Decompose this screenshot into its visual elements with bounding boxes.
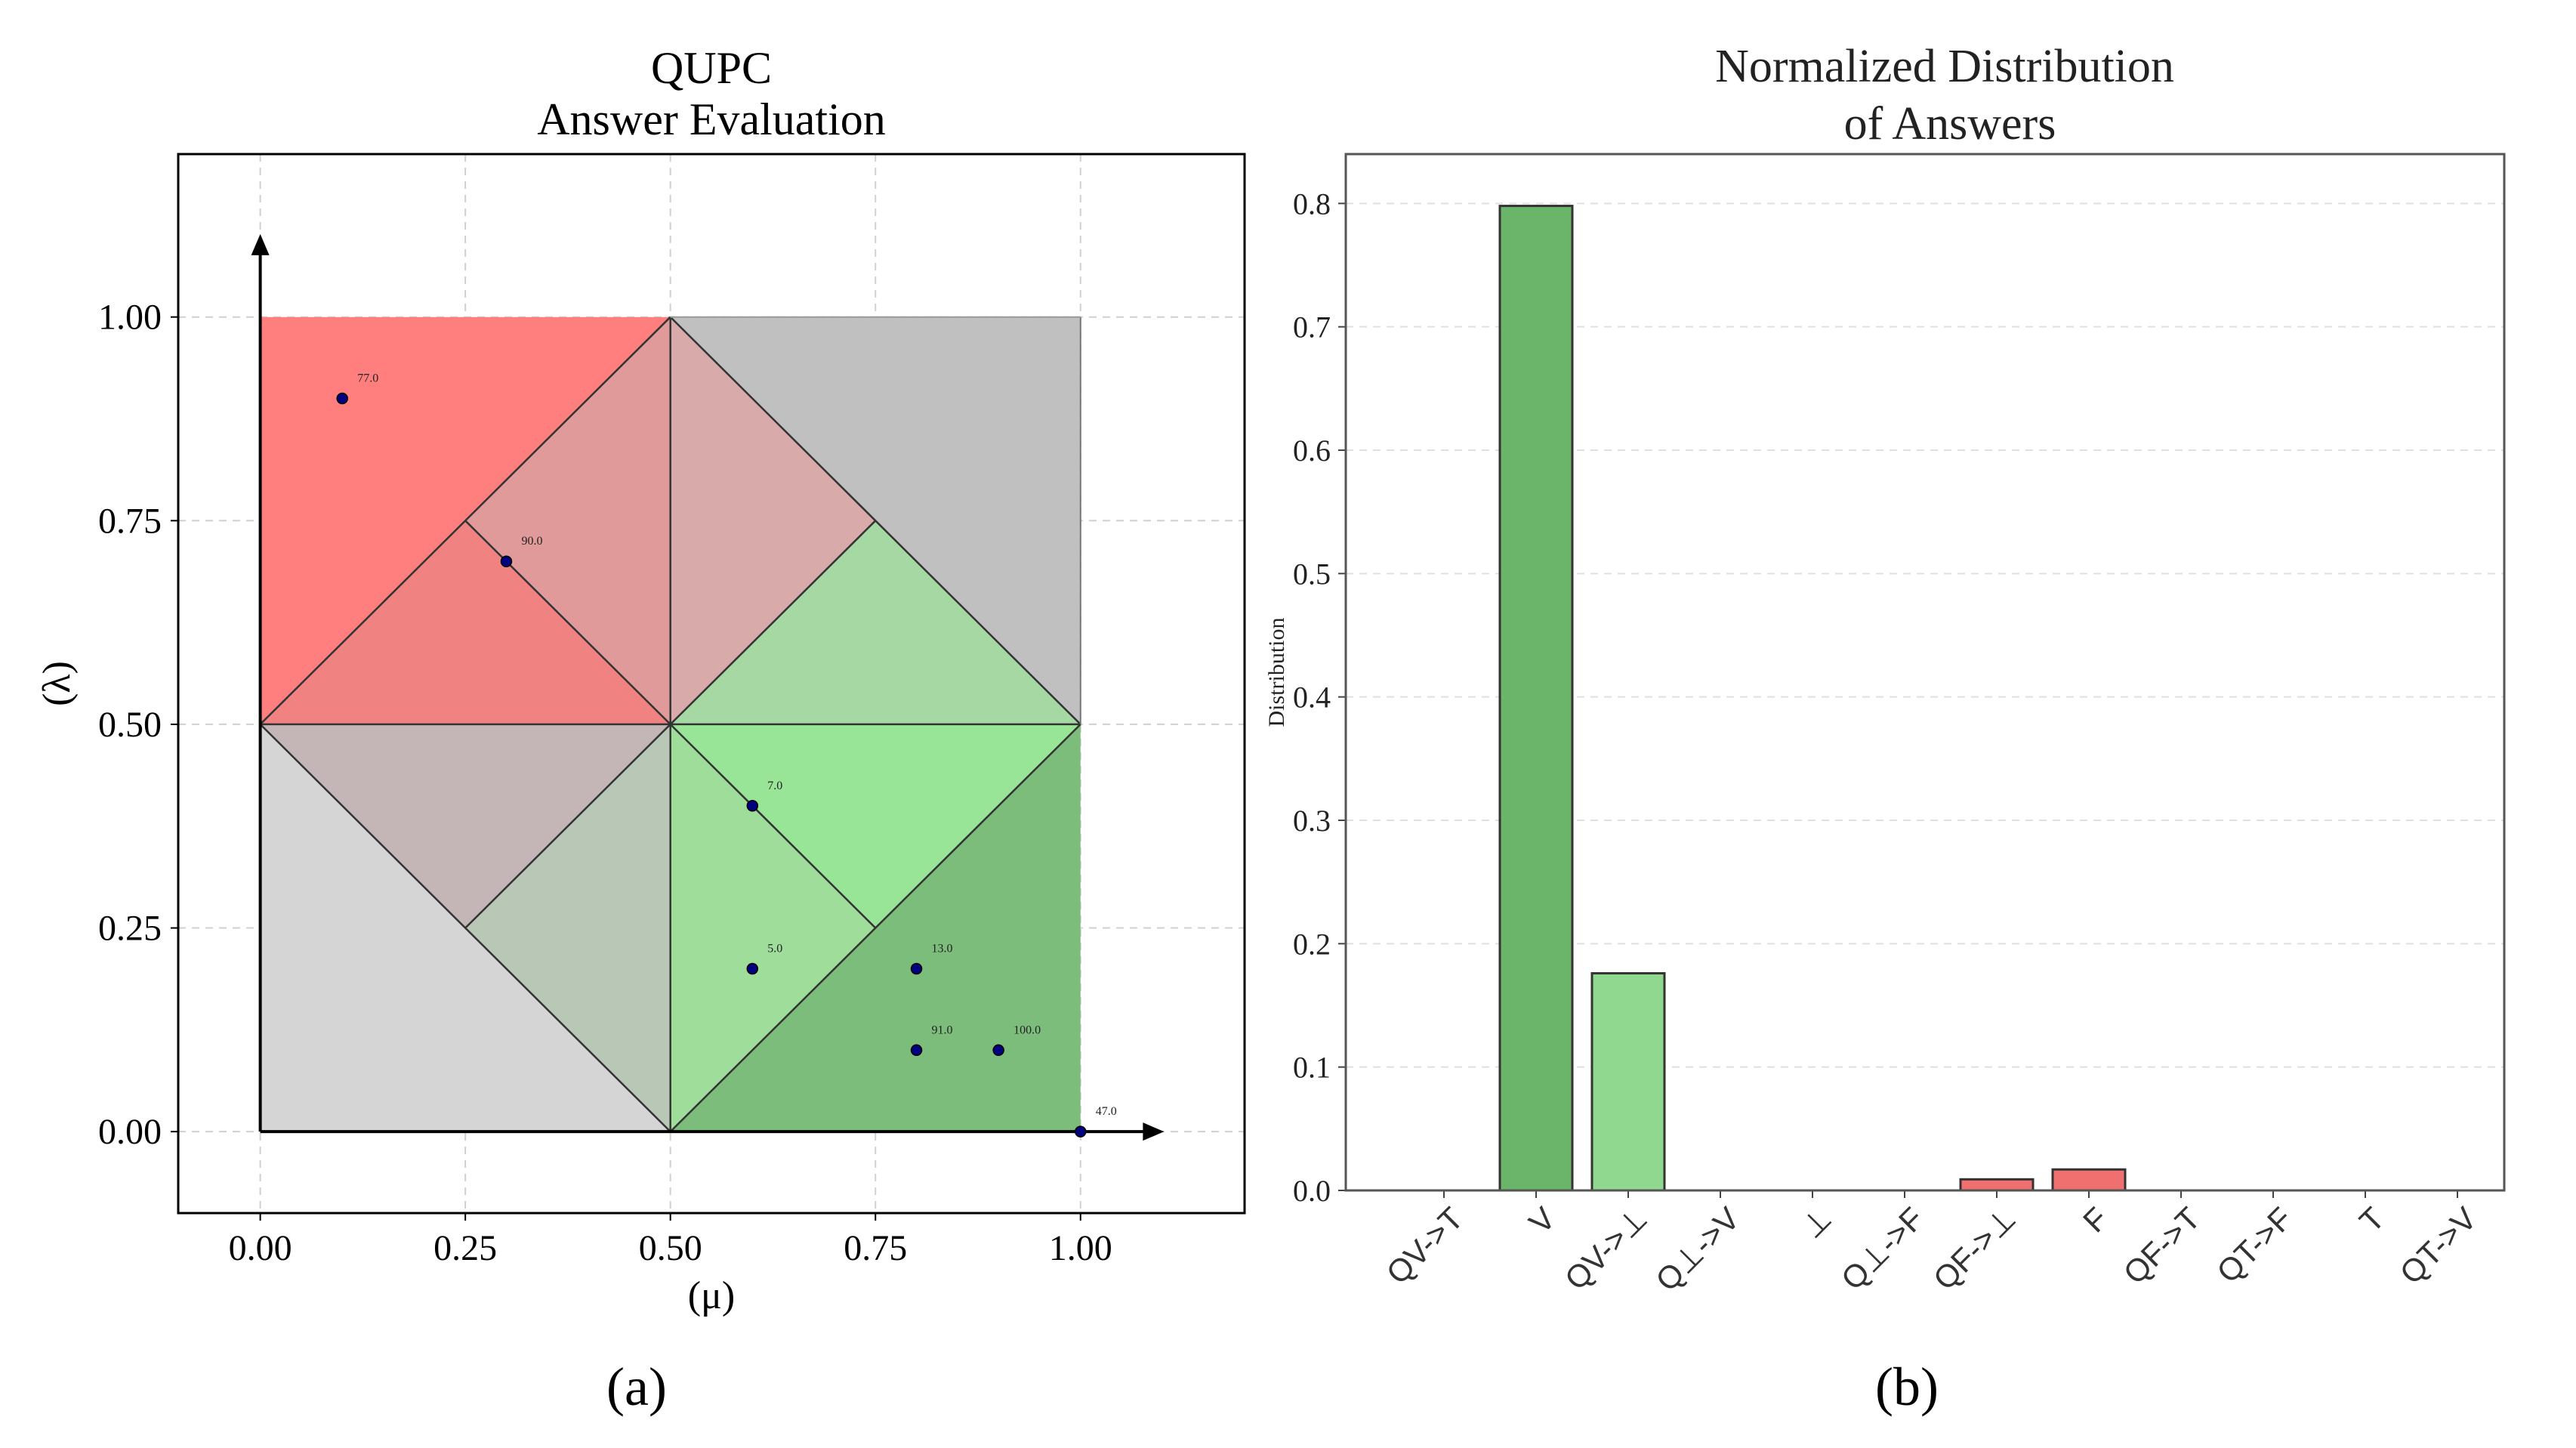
region-false-weak <box>260 520 671 724</box>
chart-a-frame <box>177 153 1246 1215</box>
data-point-label: 7.0 <box>767 780 782 792</box>
chart-a-ytick-label: 0.75 <box>98 501 162 541</box>
chart-b-xtick-label: Q⊥->F <box>1834 1200 1931 1297</box>
chart-b-xtick-label: QV->T <box>1379 1200 1470 1291</box>
bar-2 <box>1590 972 1666 1192</box>
region-edge <box>464 520 671 725</box>
chart-a-ticks: 0.00 0.00 0.25 0.25 0.50 0.50 0.75 0.75 1.00 1.00 <box>98 298 1112 1268</box>
chart-b-title: Normalized Distribution <box>1715 41 2174 92</box>
chart-a-xlabel: (μ) <box>688 1274 736 1317</box>
chart-a-ytick-label: 0.50 <box>98 705 162 745</box>
data-point <box>336 392 348 405</box>
data-point <box>910 1044 923 1057</box>
chart-a-ytick-label: 0.25 <box>98 909 162 949</box>
chart-b-xtick-label: QV->⊥ <box>1558 1200 1655 1297</box>
region-edge <box>669 520 877 725</box>
chart-b-ytick-label: 0.5 <box>1293 557 1331 591</box>
chart-b-frame <box>1344 153 2506 1192</box>
region-edge <box>669 724 1081 1133</box>
chart-a-xtick-label: 0.25 <box>433 1228 497 1268</box>
chart-b-xtick-label: V <box>1522 1200 1562 1240</box>
region-gray-rose <box>260 724 671 928</box>
chart-b-xtick-label: QT->V <box>2392 1200 2483 1291</box>
region-false-medium <box>465 316 671 724</box>
data-point <box>500 555 513 567</box>
chart-b-ytick-label: 0.7 <box>1293 310 1331 344</box>
data-point <box>746 962 759 975</box>
chart-b-ytick-label: 0.6 <box>1293 434 1331 468</box>
chart-b-subtitle: of Answers <box>1844 98 2056 150</box>
data-point-label: 77.0 <box>357 372 378 385</box>
chart-b-xtick-label: ⊥ <box>1794 1200 1838 1245</box>
region-edge <box>464 724 671 929</box>
data-point-label: 47.0 <box>1096 1105 1117 1118</box>
chart-b-ytick-label: 0.8 <box>1293 187 1331 221</box>
data-point-label: 100.0 <box>1013 1023 1041 1036</box>
chart-b-xtick-label: F <box>2076 1200 2115 1239</box>
panel-b-distribution: Normalized Distribution of Answers 0.0 0.… <box>1264 41 2506 1417</box>
bar-7 <box>2051 1168 2127 1192</box>
region-false-soft <box>670 316 876 724</box>
chart-b-ytick-label: 0.0 <box>1293 1174 1331 1208</box>
region-false-strong <box>260 316 671 724</box>
chart-a-ytick-label: 1.00 <box>98 298 162 338</box>
data-point-label: 91.0 <box>932 1023 953 1036</box>
lambda-arrowhead <box>251 233 270 255</box>
region-gray-green <box>465 724 671 1132</box>
chart-a-xtick-label: 0.50 <box>639 1228 702 1268</box>
panel-a-label: (a) <box>606 1357 667 1417</box>
panel-a-qupc: QUPC Answer Evaluation 77.0 90.0 7.0 5.0 13.… <box>35 43 1246 1417</box>
chart-b-xtick-label: T <box>2352 1200 2391 1239</box>
chart-b-ytick-label: 0.2 <box>1293 927 1331 961</box>
chart-a-xtick-label: 0.75 <box>844 1228 907 1268</box>
chart-b-ytick-label: 0.3 <box>1293 804 1331 838</box>
bar-6 <box>1959 1178 2035 1192</box>
data-point-label: 5.0 <box>767 942 782 955</box>
bar-1 <box>1498 205 1574 1192</box>
data-point-label: 90.0 <box>521 535 542 548</box>
chart-b-xtick-label: QF->T <box>2117 1200 2207 1291</box>
chart-b-bars <box>1498 205 2127 1192</box>
region-edge <box>669 316 1081 725</box>
chart-a-regions <box>259 316 1081 1133</box>
chart-a-xtick-label: 0.00 <box>229 1228 292 1268</box>
chart-b-ytick-label: 0.1 <box>1293 1051 1331 1085</box>
chart-a-xtick-label: 1.00 <box>1049 1228 1112 1268</box>
chart-b-xtick-label: QT->F <box>2210 1200 2299 1289</box>
data-point-label: 13.0 <box>932 942 953 955</box>
data-point <box>992 1044 1004 1057</box>
data-point <box>746 800 759 812</box>
chart-a-arrows <box>251 233 1165 1141</box>
chart-a-subtitle: Answer Evaluation <box>537 94 886 144</box>
region-true-bright <box>670 724 1081 928</box>
chart-b-ticks: 0.00.10.20.30.40.50.60.70.8QV->T VQV->⊥Q⊥… <box>1293 187 2483 1298</box>
chart-a-title: QUPC <box>651 43 772 93</box>
region-true-mid <box>670 724 876 1132</box>
chart-b-xtick-label: Q⊥->V <box>1649 1200 1746 1298</box>
chart-a-points: 77.0 90.0 7.0 5.0 13.0 91.0 100.0 47.0 <box>336 372 1117 1138</box>
mu-arrowhead <box>1143 1122 1165 1141</box>
chart-b-ytick-label: 0.4 <box>1293 681 1331 715</box>
data-point <box>1075 1125 1087 1138</box>
chart-a-ylabel: (λ) <box>35 661 79 706</box>
region-true-light <box>670 520 1081 724</box>
chart-a-ytick-label: 0.00 <box>98 1112 162 1152</box>
panel-b-label: (b) <box>1875 1357 1939 1417</box>
data-point <box>910 962 923 975</box>
chart-b-ylabel: Distribution <box>1264 617 1289 727</box>
region-edge <box>669 724 877 929</box>
chart-b-xtick-label: QF->⊥ <box>1927 1200 2023 1297</box>
